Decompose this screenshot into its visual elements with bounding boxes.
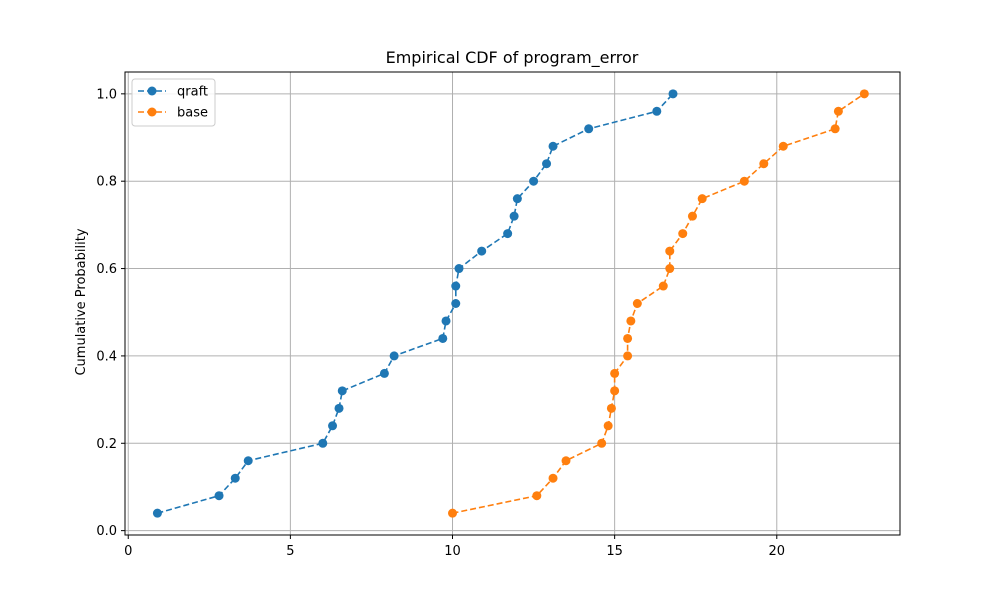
- data-point-base: [658, 281, 668, 291]
- data-point-qraft: [230, 473, 240, 483]
- data-point-qraft: [438, 333, 448, 343]
- y-axis-label: Cumulative Probability: [74, 228, 89, 375]
- data-point-base: [623, 333, 633, 343]
- data-point-qraft: [337, 386, 347, 396]
- y-tick-label: 0.0: [96, 524, 117, 539]
- data-point-base: [626, 316, 636, 326]
- data-point-base: [532, 491, 542, 501]
- data-point-base: [561, 456, 571, 466]
- x-tick-label: 5: [286, 544, 294, 559]
- legend-marker-base: [147, 107, 157, 117]
- data-point-base: [759, 159, 769, 169]
- data-point-base: [623, 351, 633, 361]
- legend-label-base: base: [177, 106, 208, 121]
- legend-marker-qraft: [147, 86, 157, 96]
- data-point-base: [665, 264, 675, 274]
- legend: qraft base: [131, 78, 216, 127]
- data-point-base: [678, 229, 688, 239]
- data-point-qraft: [152, 508, 162, 518]
- y-tick-label: 1.0: [96, 87, 117, 102]
- data-point-base: [597, 438, 607, 448]
- plot-frame: [124, 71, 901, 536]
- data-point-base: [697, 194, 707, 204]
- y-tick-label: 0.4: [96, 349, 117, 364]
- data-point-qraft: [477, 246, 487, 256]
- data-point-qraft: [652, 106, 662, 116]
- data-point-base: [606, 403, 616, 413]
- axis-ticks: 0 5 10 15 20 0.0 0.2 0.4 0.6 0.8 1.0: [96, 87, 785, 559]
- data-point-base: [687, 211, 697, 221]
- data-point-qraft: [334, 403, 344, 413]
- data-point-qraft: [584, 124, 594, 134]
- data-point-qraft: [529, 176, 539, 186]
- data-point-qraft: [328, 421, 338, 431]
- x-tick-label: 10: [444, 544, 461, 559]
- x-tick-label: 15: [606, 544, 623, 559]
- data-point-qraft: [454, 264, 464, 274]
- data-point-base: [833, 106, 843, 116]
- data-point-qraft: [509, 211, 519, 221]
- data-point-base: [610, 368, 620, 378]
- data-point-qraft: [451, 281, 461, 291]
- data-point-qraft: [318, 438, 328, 448]
- legend-label-qraft: qraft: [177, 85, 208, 100]
- data-point-base: [665, 246, 675, 256]
- data-point-base: [739, 176, 749, 186]
- data-point-base: [632, 299, 642, 308]
- y-tick-label: 0.8: [96, 175, 117, 190]
- data-point-qraft: [503, 229, 513, 239]
- data-point-qraft: [451, 299, 461, 308]
- data-point-qraft: [441, 316, 451, 326]
- data-point-base: [603, 421, 613, 431]
- chart-title: Empirical CDF of program_error: [386, 48, 639, 68]
- data-point-qraft: [379, 368, 389, 378]
- plot-series: [152, 89, 869, 518]
- y-tick-label: 0.2: [96, 437, 117, 452]
- data-point-qraft: [214, 491, 224, 501]
- x-tick-label: 20: [769, 544, 786, 559]
- data-point-base: [448, 508, 458, 518]
- data-point-base: [830, 124, 840, 134]
- data-point-base: [778, 141, 788, 151]
- data-point-qraft: [548, 141, 558, 151]
- data-point-base: [548, 473, 558, 483]
- x-tick-label: 0: [124, 544, 132, 559]
- data-point-qraft: [512, 194, 522, 204]
- data-point-qraft: [243, 456, 253, 466]
- data-point-qraft: [542, 159, 552, 169]
- data-point-base: [859, 89, 869, 99]
- data-point-qraft: [389, 351, 399, 361]
- data-point-qraft: [668, 89, 678, 99]
- data-point-base: [610, 386, 620, 396]
- y-tick-label: 0.6: [96, 262, 117, 277]
